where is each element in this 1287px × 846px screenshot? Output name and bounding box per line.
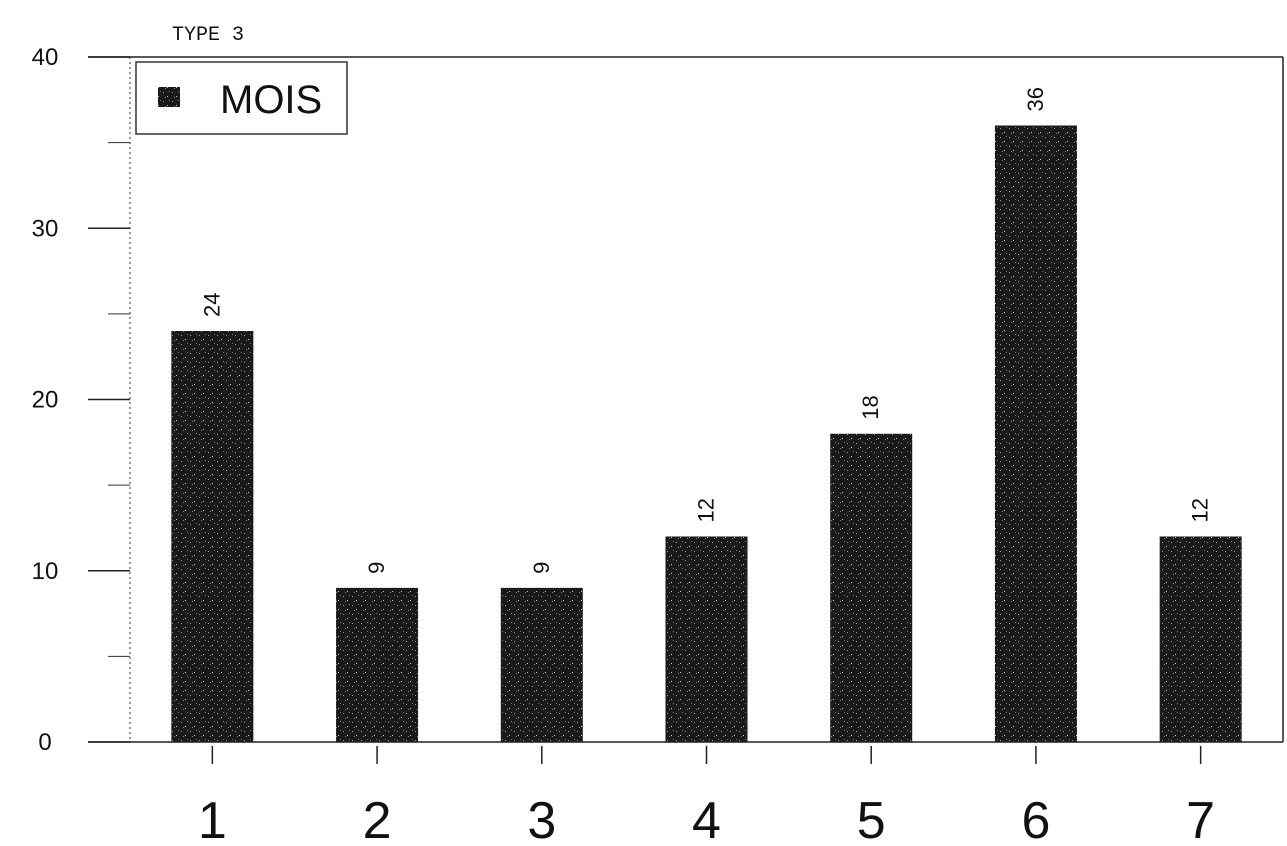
data-label: 9 [529, 562, 554, 574]
x-axis: 1 2 3 4 5 6 7 [88, 741, 1283, 846]
x-tick-label: 6 [1021, 792, 1050, 846]
legend: MOIS [135, 61, 348, 135]
bar [171, 331, 254, 742]
x-tick-label: 3 [527, 792, 556, 846]
y-tick-label: 30 [32, 215, 59, 242]
bar [1159, 536, 1242, 742]
plot-frame [88, 56, 1284, 742]
y-axis: 0 10 20 30 40 [32, 44, 130, 756]
y-tick-label: 10 [32, 558, 59, 585]
x-tick-label: 5 [857, 792, 886, 846]
bar [994, 125, 1077, 742]
x-tick-label: 2 [363, 792, 392, 846]
data-label: 12 [1188, 498, 1213, 522]
legend-label: MOIS [220, 78, 322, 122]
bars-group [171, 125, 1242, 742]
bar [500, 587, 583, 742]
data-labels-group: 24 9 9 12 18 36 12 [199, 87, 1212, 574]
bar [336, 587, 419, 742]
data-label: 36 [1023, 87, 1048, 111]
bar [665, 536, 748, 742]
y-tick-label: 20 [32, 387, 59, 414]
data-label: 24 [199, 293, 224, 317]
data-label: 12 [694, 498, 719, 522]
x-tick-label: 1 [198, 792, 227, 846]
x-tick-label: 4 [692, 792, 721, 846]
y-tick-label: 0 [38, 729, 51, 756]
x-tick-label: 7 [1186, 792, 1215, 846]
y-tick-label: 40 [32, 44, 59, 71]
chart-title: TYPE 3 [172, 24, 244, 47]
data-label: 18 [858, 395, 883, 419]
bar [830, 433, 913, 742]
legend-swatch [158, 87, 180, 107]
data-label: 9 [364, 562, 389, 574]
